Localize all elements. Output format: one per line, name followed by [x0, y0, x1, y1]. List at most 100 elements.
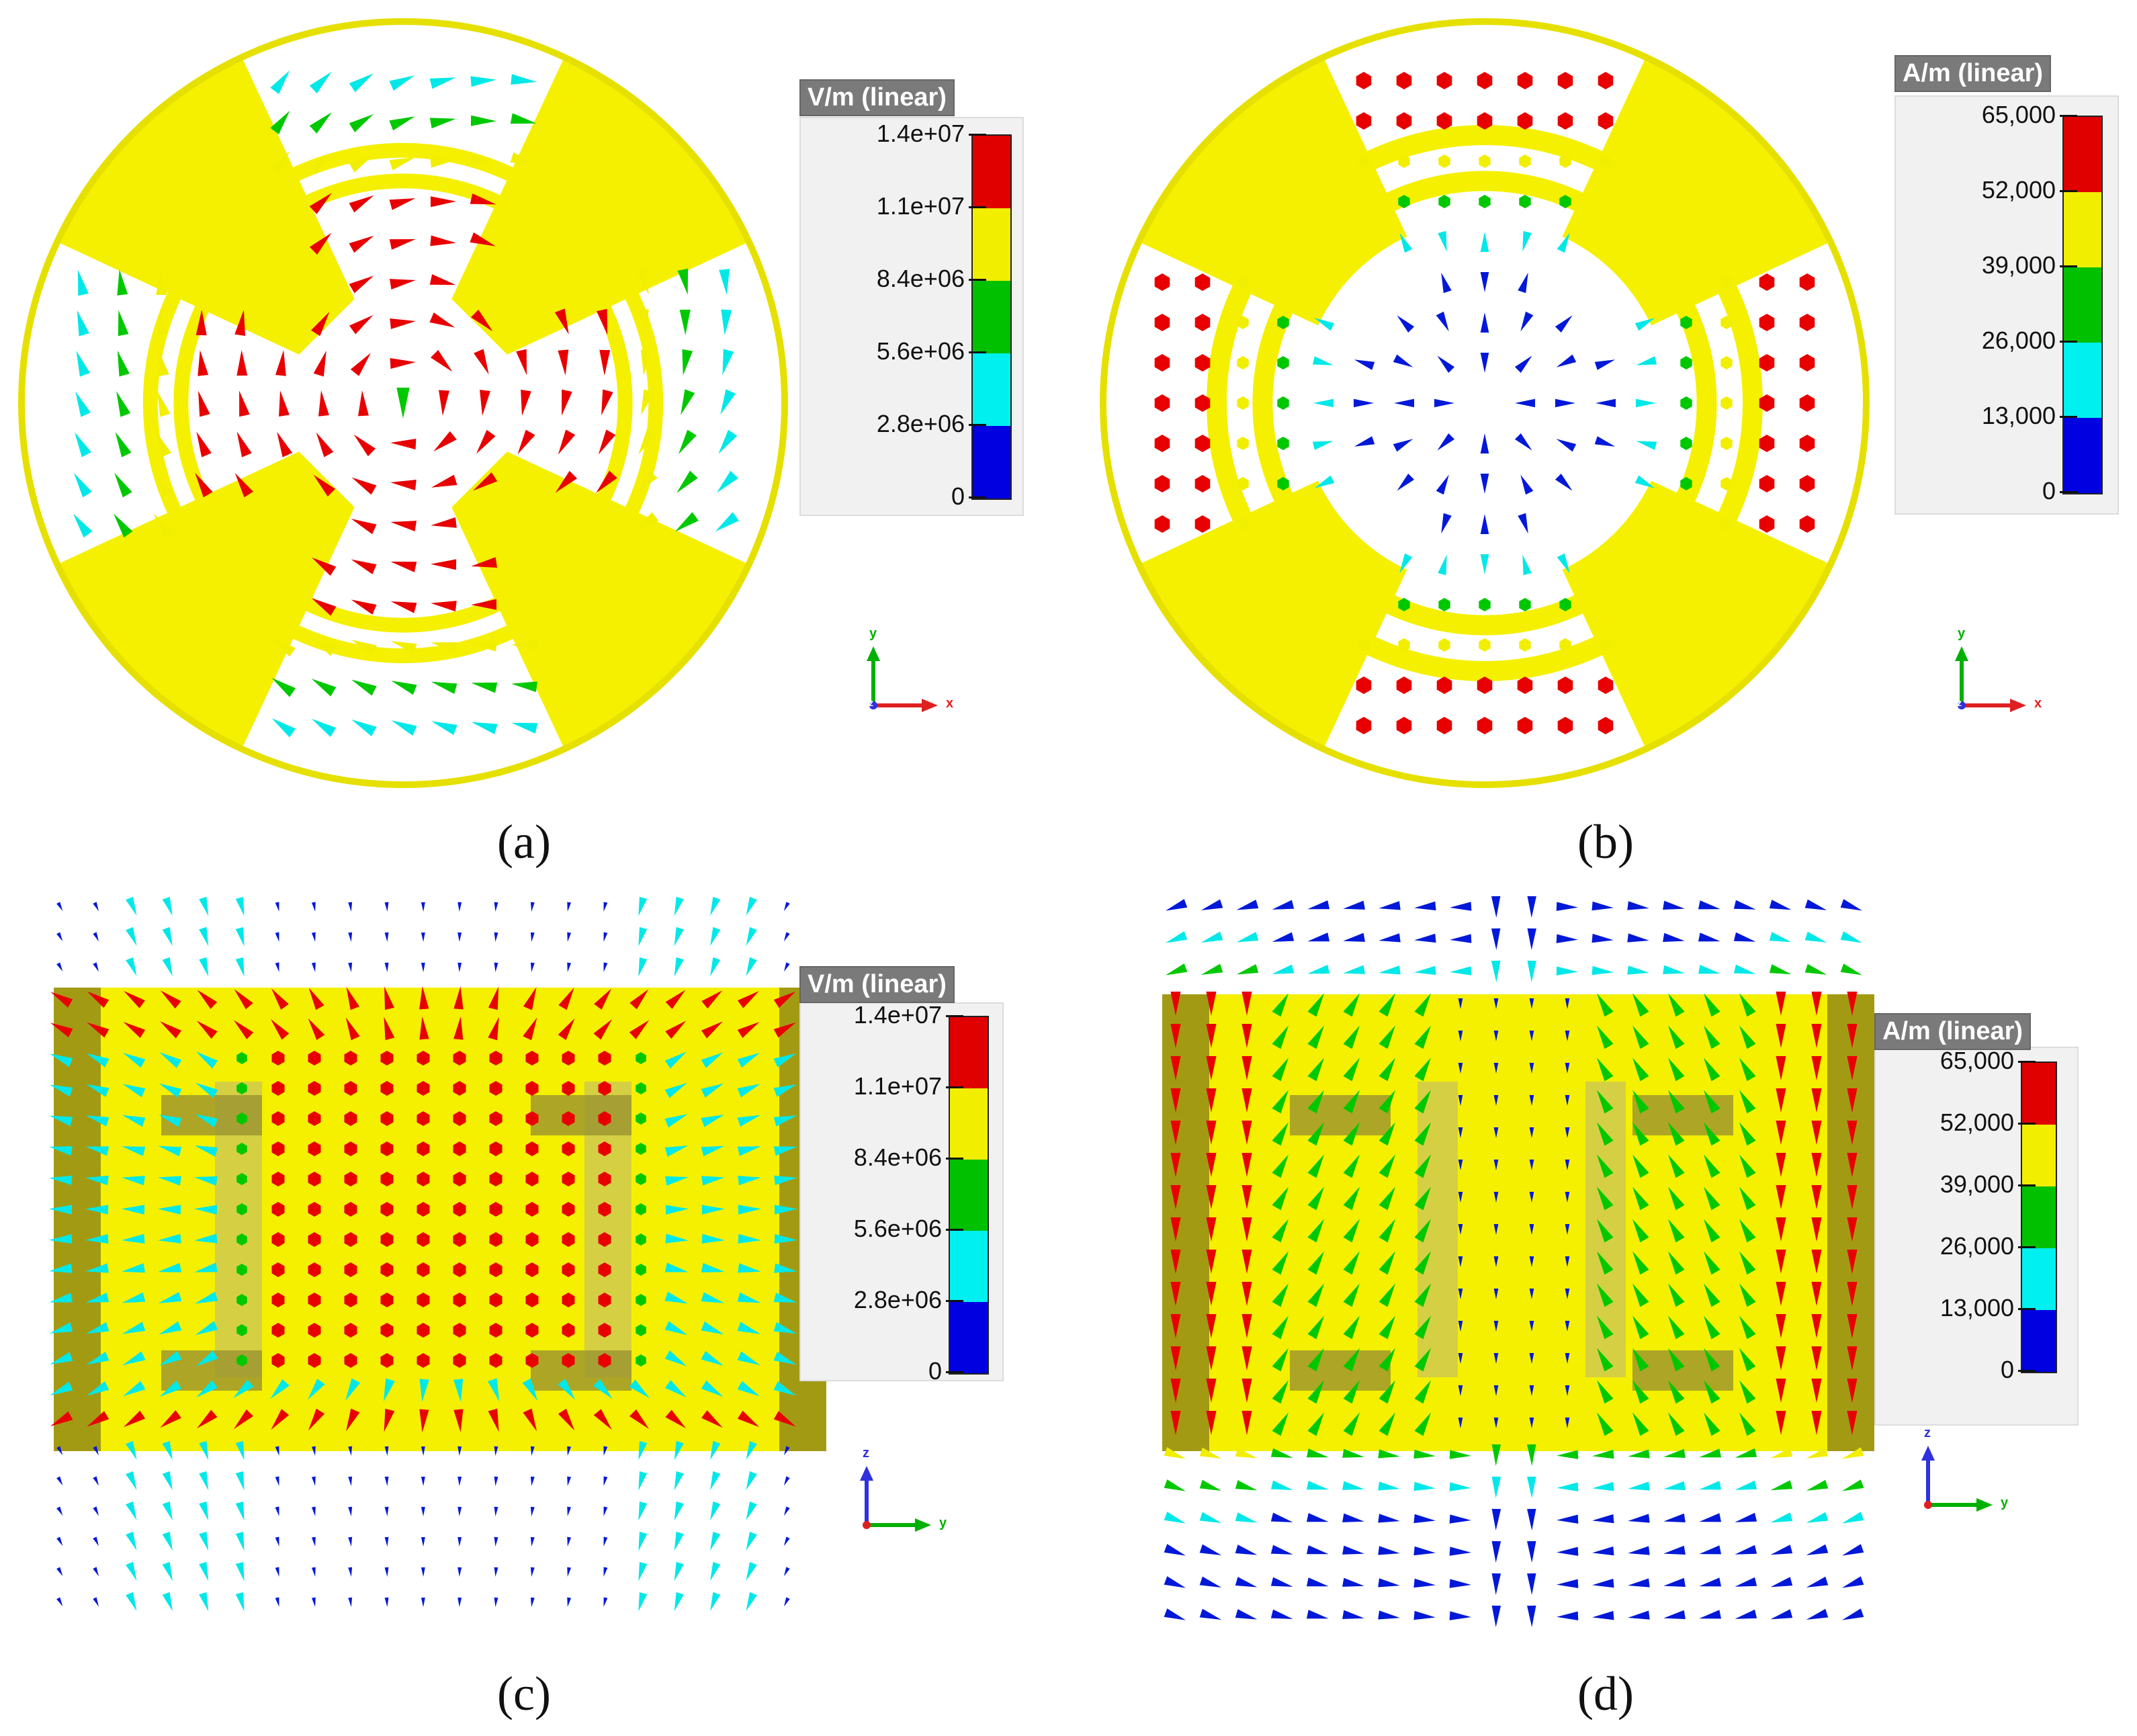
e-field-arrow [358, 390, 369, 417]
field-dot [1477, 677, 1493, 694]
colorbar-tick-label: 1.4e+07 [876, 120, 965, 147]
vertical-axis-label: y [869, 626, 877, 641]
e-field-arrow [199, 1440, 209, 1461]
h-field-arrow [1704, 993, 1720, 1017]
colorbar-band [2022, 1125, 2056, 1186]
h-field-arrow [1306, 1448, 1329, 1458]
e-field-arrow [430, 157, 456, 168]
h-field-arrow [1776, 1088, 1786, 1113]
h-field-arrow [1668, 1090, 1685, 1114]
h-field-arrow [1449, 1514, 1471, 1524]
cavity-left-wall [1162, 994, 1209, 1451]
field-dot [1398, 195, 1410, 208]
h-field-arrow [1529, 1031, 1534, 1041]
h-field-arrow [1306, 1610, 1329, 1619]
h-field-arrow [1491, 896, 1501, 918]
field-dot [1277, 316, 1289, 329]
h-field-arrow [1847, 1024, 1858, 1048]
h-field-arrow [1739, 1283, 1756, 1307]
field-dot [236, 1113, 247, 1125]
colorbar-tick-label: 8.4e+06 [876, 265, 965, 292]
e-field-arrow [773, 1115, 797, 1127]
h-field-arrow [1527, 1605, 1536, 1627]
e-field-arrow [516, 349, 527, 376]
h-field-arrow [1493, 1256, 1499, 1267]
e-field-arrow [50, 1053, 73, 1068]
h-field-arrow [1668, 1122, 1685, 1146]
h-field-arrow [1841, 1447, 1864, 1459]
field-dot [562, 1353, 575, 1368]
e-field-arrow [599, 349, 611, 376]
h-field-arrow [1529, 1418, 1534, 1428]
e-field-arrow [56, 1506, 63, 1516]
h-field-arrow [1170, 1379, 1181, 1403]
h-field-arrow [1493, 1063, 1499, 1074]
legend-c: V/m (linear) 1.4e+07 1.1e+07 8.4e+06 5.6e+0… [799, 966, 1041, 1436]
h-field-arrow [1343, 1348, 1360, 1372]
h-field-arrow [1393, 439, 1413, 452]
e-field-arrow [159, 1321, 182, 1335]
e-field-arrow [271, 718, 296, 738]
e-field-arrow [640, 349, 652, 376]
h-field-arrow [1735, 1545, 1757, 1555]
h-field-arrow [1399, 232, 1413, 253]
field-dot [525, 1262, 539, 1277]
h-field-arrow [1811, 992, 1822, 1016]
h-field-arrow [1699, 1545, 1722, 1555]
e-field-arrow [126, 1531, 137, 1551]
colorbar-band [2064, 267, 2101, 343]
e-field-arrow [558, 1408, 575, 1431]
h-field-arrow [1847, 1346, 1858, 1371]
h-field-arrow [1841, 1479, 1864, 1491]
e-field-arrow [665, 1021, 687, 1039]
e-field-arrow [470, 154, 496, 165]
field-dot [1557, 112, 1573, 130]
e-field-arrow [384, 1506, 389, 1516]
field-dot [380, 1081, 394, 1096]
h-field-arrow [1272, 964, 1295, 974]
e-field-arrow [195, 1321, 218, 1336]
e-field-arrow [50, 1381, 73, 1395]
e-field-arrow [194, 1205, 218, 1215]
field-dot [1438, 638, 1450, 652]
h-field-arrow [1668, 1154, 1685, 1178]
h-field-arrow [1166, 899, 1188, 911]
e-field-arrow [773, 1381, 797, 1396]
e-field-arrow [701, 1380, 724, 1397]
e-field-arrow [93, 1446, 99, 1456]
field-dot [562, 1141, 575, 1156]
e-field-arrow [93, 962, 99, 972]
h-field-arrow [1699, 1610, 1722, 1619]
field-dot [271, 1081, 285, 1096]
field-dot [1436, 112, 1452, 130]
e-field-arrow [351, 640, 377, 656]
e-field-arrow [710, 1592, 721, 1612]
field-dot [1194, 394, 1211, 412]
h-field-arrow [1739, 1057, 1756, 1082]
e-field-arrow [773, 1053, 797, 1068]
h-field-arrow [1735, 1609, 1757, 1619]
e-field-arrow [554, 308, 569, 335]
e-field-arrow [122, 1176, 145, 1186]
field-dot [344, 1262, 357, 1277]
e-field-arrow [56, 1446, 63, 1456]
e-field-arrow [638, 1592, 648, 1612]
e-field-arrow [773, 1411, 796, 1427]
h-field-arrow [1522, 230, 1532, 252]
h-field-arrow [1449, 1450, 1471, 1459]
colorbar-tick-label: 52,000 [1981, 176, 2056, 204]
h-field-arrow [1597, 1219, 1614, 1243]
h-field-arrow [1811, 1121, 1822, 1145]
e-field-arrow [470, 193, 496, 205]
e-field-arrow [85, 1263, 109, 1273]
e-field-arrow [665, 1380, 687, 1397]
field-dot [562, 1323, 575, 1338]
h-field-arrow [1272, 1315, 1289, 1340]
out-axis-label: z [869, 697, 873, 708]
field-dot [1519, 598, 1531, 611]
e-field-arrow [430, 196, 456, 208]
h-field-arrow [1627, 933, 1649, 943]
field-dot [525, 1051, 539, 1066]
e-field-arrow [773, 1322, 797, 1334]
field-dot [489, 1293, 503, 1307]
